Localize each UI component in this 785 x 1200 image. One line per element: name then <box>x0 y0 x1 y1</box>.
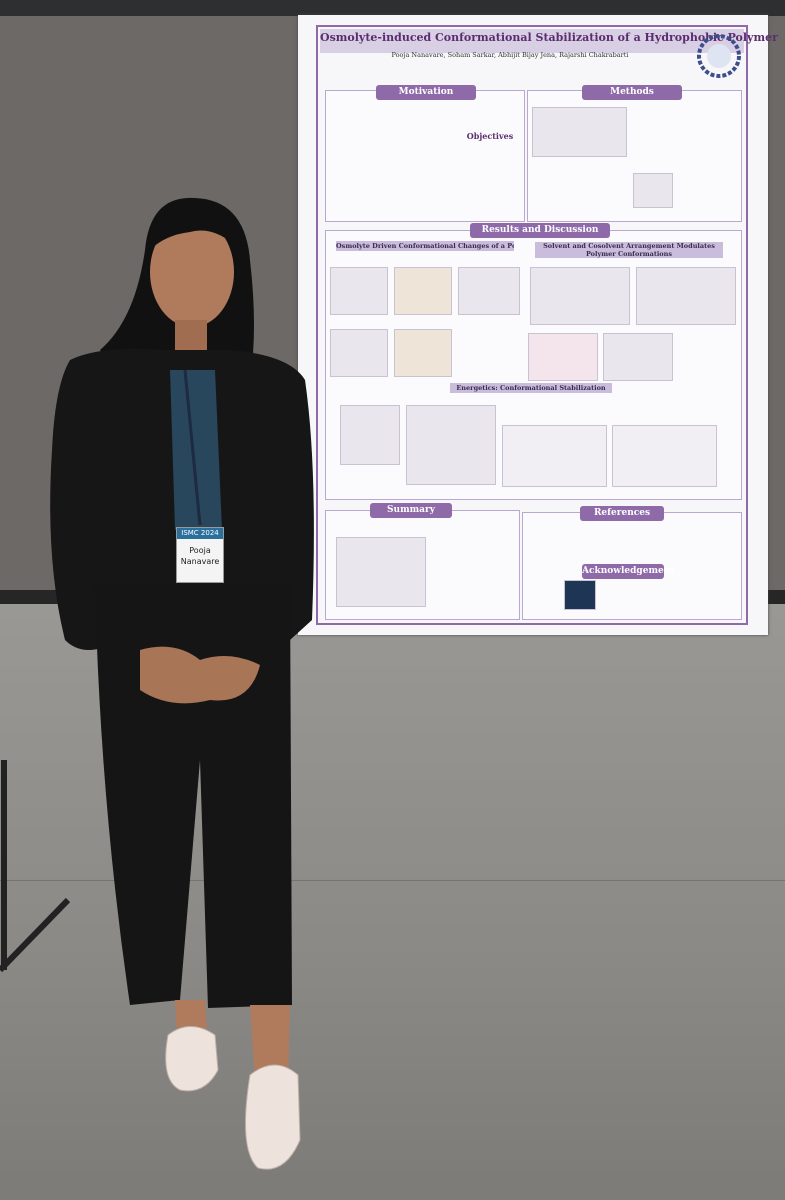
figure <box>636 267 736 325</box>
figure <box>458 267 520 315</box>
section-header: References <box>580 506 664 521</box>
subsection-header: Energetics: Conformational Stabilization <box>450 383 612 393</box>
section-header: Summary <box>370 503 452 518</box>
figure <box>603 333 673 381</box>
figure <box>330 329 388 377</box>
table-figure <box>532 107 627 157</box>
acknowledgement-logo <box>564 580 596 610</box>
figure <box>330 267 388 315</box>
figure <box>394 267 452 315</box>
title-bar <box>320 29 744 53</box>
figure <box>406 405 496 485</box>
poster-title: Osmolyte-induced Conformational Stabiliz… <box>320 31 778 44</box>
figure <box>530 267 630 325</box>
floor-seam <box>0 880 785 881</box>
motivation-panel <box>325 90 525 222</box>
poster: Osmolyte-induced Conformational Stabiliz… <box>298 15 778 635</box>
objectives-heading: Objectives <box>466 131 514 141</box>
bar-figure <box>612 425 717 487</box>
poster-border <box>316 25 748 625</box>
figure <box>394 329 452 377</box>
subsection-header: Osmolyte Driven Conformational Changes o… <box>336 241 514 251</box>
section-header: Motivation <box>376 85 476 100</box>
badge: ISMC 2024 Pooja Nanavare <box>176 527 224 583</box>
subsection-header: Solvent and Cosolvent Arrangement Modula… <box>535 242 723 258</box>
logo <box>697 34 741 78</box>
stand <box>0 760 71 973</box>
figure <box>336 537 426 607</box>
poster-authors: Pooja Nanavare, Soham Sarkar, Abhijit Bi… <box>391 51 629 59</box>
badge-event: ISMC 2024 <box>177 528 223 539</box>
badge-name: Pooja Nanavare <box>180 546 220 566</box>
section-header: Methods <box>582 85 682 100</box>
figure <box>528 333 598 381</box>
section-header: Acknowledgement <box>582 564 674 579</box>
section-header: Results and Discussion <box>470 223 610 238</box>
ceiling-strip <box>0 0 785 16</box>
figure <box>633 173 673 208</box>
bar-figure <box>502 425 607 487</box>
figure <box>340 405 400 465</box>
